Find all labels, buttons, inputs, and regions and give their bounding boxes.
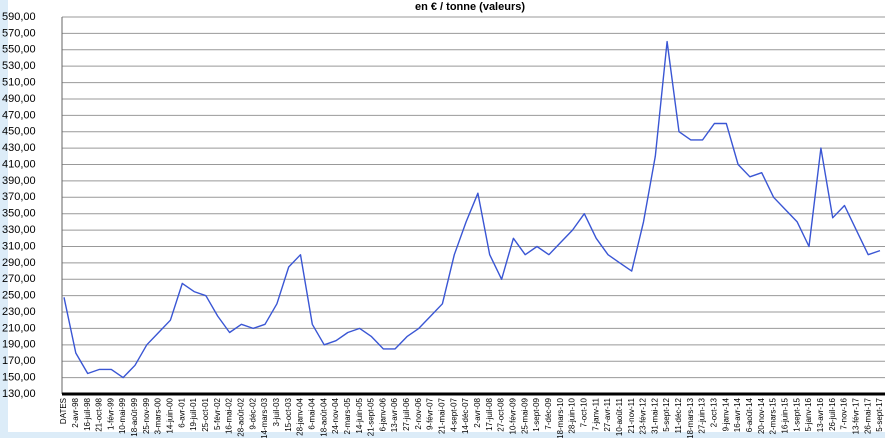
x-tick-label: 19-juil-01 [189,397,198,430]
y-tick-label: 130,00 [2,388,36,400]
x-tick-label: 16-juil-98 [83,397,92,430]
y-tick-label: 190,00 [2,339,36,351]
x-tick-label: 25-nov-99 [142,397,151,434]
x-tick-label: 6-janv-06 [378,397,387,431]
x-tick-label: 25-mai-09 [520,397,529,434]
x-tick-label: 13-févr-17 [851,397,860,434]
x-tick-label: 28-août-02 [237,397,246,436]
x-tick-label: 18-mars-10 [556,397,565,438]
x-tick-label: 21-oct-98 [95,397,104,431]
x-tick-label: 16-mai-02 [225,397,234,434]
y-tick-label: 230,00 [2,306,36,318]
x-tick-label: 27-juin-13 [698,397,707,433]
x-tick-label: 14-juin-00 [166,397,175,433]
x-tick-label: 10-févr-09 [509,397,518,434]
x-tick-label: 7-janv-11 [591,397,600,430]
x-tick-label: 1-févr-99 [106,397,115,430]
x-tick-label: 10-août-11 [615,397,624,436]
y-tick-label: 550,00 [2,44,36,56]
y-tick-label: 170,00 [2,355,36,367]
x-tick-label: 4-sept-07 [449,397,458,431]
x-tick-label: 7-déc-09 [544,397,553,429]
x-tick-label: 16-juin-15 [781,397,790,433]
x-tick-label: 5-janv-16 [804,397,813,431]
y-tick-label: 330,00 [2,224,36,236]
x-tick-label: 28-juin-10 [568,397,577,433]
x-tick-label: 14-déc-07 [461,397,470,434]
x-tick-label: 17-juil-08 [485,397,494,430]
x-tick-label: 6-avr-01 [177,397,186,427]
x-tick-label: 31-mai-12 [650,397,659,434]
x-tick-label: 18-mars-13 [686,397,695,438]
x-tick-label: 6-août-14 [745,397,754,432]
x-tick-label: 9-févr-07 [426,397,435,430]
y-tick-label: 450,00 [2,126,36,138]
x-tick-label: 13-avr-16 [816,397,825,432]
y-tick-label: 570,00 [2,27,36,39]
x-tick-label: 14-juin-05 [355,397,364,433]
x-tick-label: 26-juil-16 [828,397,837,430]
y-tick-label: 510,00 [2,76,36,88]
x-tick-label: 20-nov-14 [757,397,766,434]
x-tick-label: 2-avr-98 [71,397,80,427]
x-tick-label: 2-mars-05 [343,397,352,434]
x-tick-label: 10-mai-99 [118,397,127,434]
x-tick-label: 24-nov-04 [331,397,340,434]
x-tick-label: 7-oct-10 [579,397,588,427]
y-tick-label: 250,00 [2,290,36,302]
x-tick-label: 2-mars-15 [769,397,778,434]
x-tick-label: 2-nov-06 [414,397,423,429]
x-tick-label: DATES [59,398,68,424]
y-tick-label: 150,00 [2,372,36,384]
y-tick-label: 310,00 [2,240,36,252]
x-tick-label: 1-sept-15 [792,397,801,431]
x-tick-label: 2-oct-13 [710,397,719,427]
x-tick-label: 3-mars-00 [154,397,163,434]
x-tick-label: 18-août-99 [130,397,139,436]
x-tick-label: 3-juil-03 [272,397,281,426]
x-tick-label: 9-déc-02 [248,397,257,429]
y-tick-label: 530,00 [2,60,36,72]
x-tick-label: 2-avr-08 [473,397,482,427]
x-tick-label: 27-oct-08 [497,397,506,431]
x-tick-label: 23-févr-12 [639,397,648,434]
x-tick-label: 1-sept-09 [532,397,541,431]
x-tick-label: 15-oct-03 [284,397,293,431]
x-tick-label: 27-avr-11 [603,397,612,431]
x-tick-label: 28-janv-04 [296,397,305,435]
x-tick-label: 21-nov-11 [627,397,636,433]
y-tick-label: 390,00 [2,175,36,187]
y-tick-label: 590,00 [2,11,36,23]
x-tick-label: 25-oct-01 [201,397,210,431]
chart-title: en € / tonne (valeurs) [415,1,525,13]
x-tick-label: 14-mars-03 [260,397,269,438]
y-tick-label: 290,00 [2,257,36,269]
x-tick-label: 11-déc-12 [674,397,683,433]
y-tick-label: 210,00 [2,322,36,334]
x-tick-label: 16-avr-14 [733,397,742,432]
x-tick-label: 13-avr-06 [390,397,399,432]
x-tick-label: 5-sept-12 [662,397,671,431]
x-tick-label: 27-juil-06 [402,397,411,430]
chart-area [8,0,885,432]
x-tick-label: 5-févr-02 [213,397,222,430]
y-tick-label: 370,00 [2,191,36,203]
line-series [63,40,881,379]
y-tick-label: 350,00 [2,208,36,220]
y-tick-label: 430,00 [2,142,36,154]
x-tick-label: 6-mai-04 [307,397,316,429]
y-tick-label: 270,00 [2,273,36,285]
y-tick-label: 470,00 [2,109,36,121]
x-tick-label: 26-mai-17 [863,397,872,434]
x-tick-label: 9-janv-14 [721,397,730,431]
y-tick-label: 410,00 [2,158,36,170]
x-tick-label: 18-août-04 [319,397,328,436]
x-tick-label: 5-sept-17 [875,397,884,431]
y-tick-label: 490,00 [2,93,36,105]
x-tick-label: 21-sept-05 [367,397,376,436]
x-tick-label: 7-nov-16 [840,397,849,429]
x-tick-label: 21-mai-07 [438,397,447,434]
